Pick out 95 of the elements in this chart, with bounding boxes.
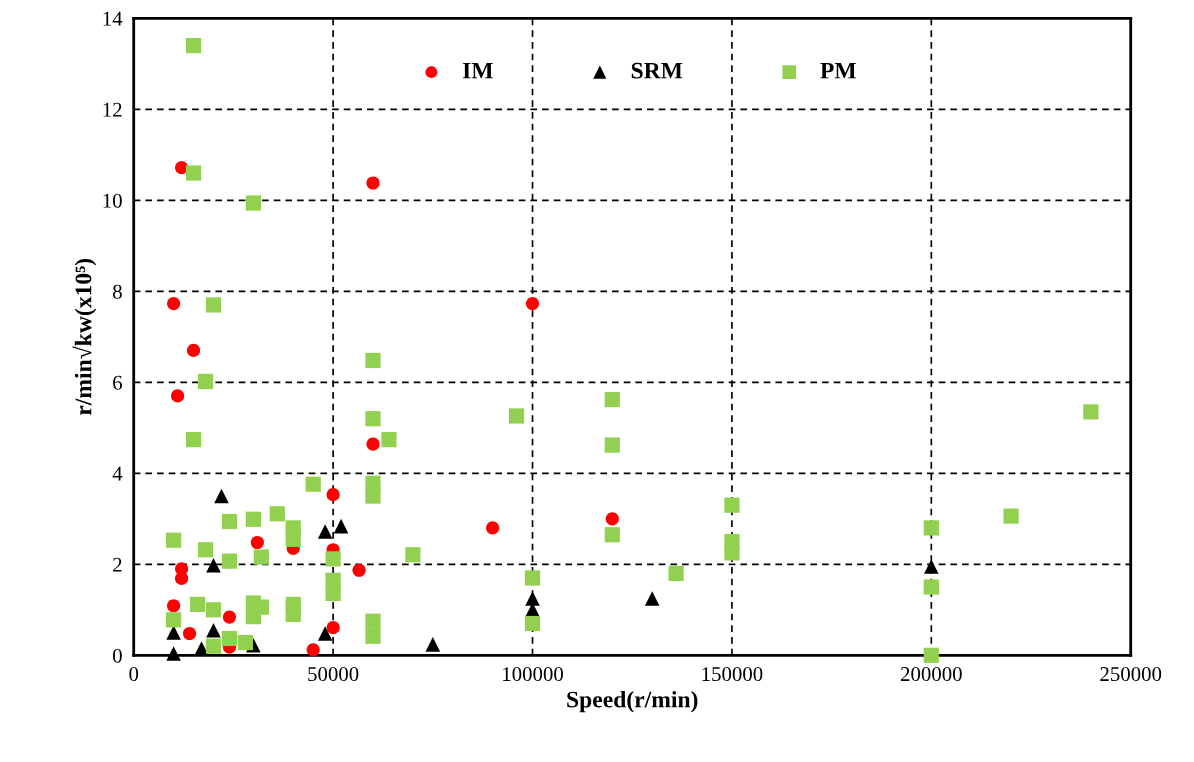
x-tick-label: 150000 — [702, 667, 763, 682]
point — [306, 643, 320, 657]
legend-label: SRM — [631, 62, 683, 79]
point — [326, 488, 340, 502]
legend-label: PM — [820, 62, 856, 79]
point — [923, 647, 939, 663]
y-tick-label: 14 — [103, 11, 123, 26]
y-tick-label: 0 — [112, 648, 122, 663]
point — [237, 634, 253, 651]
point — [365, 628, 381, 644]
point — [189, 596, 206, 612]
point — [325, 551, 341, 567]
point — [525, 591, 540, 606]
x-tick-label: 50000 — [308, 667, 359, 682]
point — [205, 602, 222, 618]
point — [405, 547, 421, 563]
point — [221, 553, 238, 569]
point — [206, 557, 221, 573]
point — [486, 521, 500, 535]
point — [185, 165, 202, 181]
point — [166, 532, 182, 548]
point — [175, 571, 189, 586]
y-tick-label: 8 — [112, 284, 122, 299]
point — [381, 432, 397, 448]
point — [923, 520, 939, 536]
point — [197, 542, 214, 558]
y-tick-label: 12 — [103, 102, 122, 117]
x-axis-title: Speed(r/min) — [567, 690, 698, 713]
point — [924, 559, 939, 574]
point — [365, 488, 381, 504]
point — [167, 599, 181, 613]
point — [194, 641, 209, 656]
point — [366, 437, 380, 451]
point — [221, 513, 238, 530]
point — [325, 585, 341, 602]
y-tick-label: 10 — [103, 193, 122, 208]
point — [250, 535, 264, 550]
point — [724, 545, 740, 561]
point — [197, 373, 214, 389]
point — [365, 613, 381, 629]
point — [604, 391, 620, 408]
point — [205, 297, 222, 313]
point — [365, 411, 381, 427]
point — [166, 646, 181, 661]
point — [245, 511, 261, 527]
point — [185, 37, 202, 54]
point — [525, 297, 540, 311]
point — [245, 195, 261, 211]
point — [366, 176, 380, 190]
point — [1003, 508, 1019, 524]
point — [221, 630, 238, 647]
point — [166, 625, 181, 640]
point — [604, 527, 620, 543]
point — [167, 297, 181, 311]
point — [724, 497, 740, 513]
point — [175, 160, 189, 175]
point — [365, 352, 381, 369]
point — [186, 343, 201, 358]
point — [604, 437, 620, 453]
y-axis-title: r/min√kw(x10⁵) — [72, 258, 97, 416]
point — [253, 549, 269, 565]
x-tick-label: 250000 — [1100, 667, 1162, 682]
point — [205, 638, 222, 654]
point — [668, 565, 684, 582]
point — [333, 518, 349, 534]
y-tick-label: 6 — [113, 375, 122, 390]
point — [305, 476, 321, 492]
point — [214, 488, 229, 504]
x-tick-label: 200000 — [900, 667, 962, 682]
y-tick-label: 4 — [112, 466, 123, 481]
x-tick-label: 100000 — [503, 667, 563, 682]
point — [166, 612, 182, 628]
point — [171, 389, 185, 403]
point — [644, 591, 660, 606]
point — [923, 579, 939, 595]
point — [352, 563, 366, 577]
x-tick-label: 0 — [129, 667, 139, 682]
point — [206, 623, 221, 638]
y-tick-label: 2 — [113, 557, 122, 572]
point — [605, 512, 619, 526]
point — [285, 531, 301, 547]
point — [269, 506, 285, 522]
point — [425, 637, 441, 652]
point — [508, 408, 525, 424]
point — [524, 615, 541, 632]
point — [326, 620, 340, 635]
point — [524, 570, 541, 586]
point — [222, 610, 237, 624]
point — [317, 524, 333, 539]
point — [1083, 404, 1099, 420]
point — [182, 626, 197, 641]
point — [317, 626, 333, 641]
point — [285, 606, 301, 622]
legend-label: IM — [462, 62, 493, 79]
point — [185, 432, 202, 448]
